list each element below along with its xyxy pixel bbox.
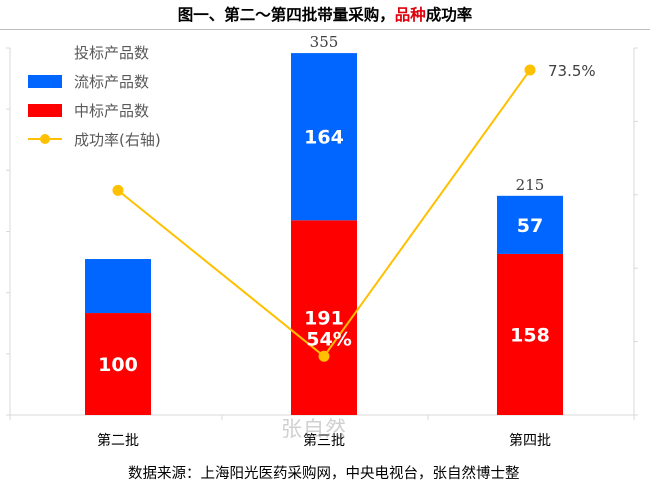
title-prefix: 图一、第二～第四批带量采购， [177, 6, 395, 24]
bar-failed-1 [291, 53, 357, 221]
success-rate-point-1 [318, 350, 330, 362]
chart-title: 图一、第二～第四批带量采购，品种成功率 [0, 3, 650, 25]
title-suffix: 成功率 [425, 6, 473, 24]
legend-label-1: 流标产品数 [74, 73, 149, 91]
success-rate-point-0 [112, 184, 124, 196]
category-label-2: 第四批 [509, 432, 551, 449]
line-label-2: 73.5% [548, 62, 596, 80]
bar-label-winning-1: 191 [304, 308, 344, 330]
bars-layer [85, 53, 563, 415]
bar-failed-2 [497, 195, 563, 254]
bar-winning-0 [85, 313, 151, 415]
success-rate-point-2 [524, 64, 536, 76]
bar-label-winning-0: 100 [98, 354, 138, 376]
total-label-2: 215 [516, 176, 545, 194]
labels-layer: 100 第二批 164 191 355 第三批 57 158 215 第四批 54% 73.5% [97, 33, 596, 449]
bar-label-failed-2: 57 [517, 215, 543, 237]
legend-swatch-1 [28, 75, 62, 88]
legend-label-3: 成功率(右轴) [74, 131, 161, 149]
line-label-1: 54% [306, 328, 351, 350]
bar-winning-2 [497, 253, 563, 415]
bar-winning-1 [291, 220, 357, 415]
category-label-1: 第三批 [303, 432, 345, 449]
bar-failed-0 [85, 259, 151, 314]
title-divider [0, 29, 650, 30]
bar-label-failed-1: 164 [304, 127, 344, 149]
title-highlight: 品种 [394, 6, 426, 24]
bar-label-winning-2: 158 [510, 324, 550, 346]
legend-marker-swatch [40, 134, 50, 144]
source-note: 数据来源：上海阳光医药采购网，中央电视台，张自然博士整 [128, 466, 520, 482]
category-label-0: 第二批 [97, 432, 139, 449]
total-label-1: 355 [310, 33, 339, 51]
legend-swatch-2 [28, 104, 62, 117]
success-rate-line-layer [112, 64, 536, 362]
legend-label-0: 投标产品数 [74, 44, 149, 62]
watermark: 张自然 [281, 417, 347, 441]
legend-label-2: 中标产品数 [74, 102, 149, 120]
